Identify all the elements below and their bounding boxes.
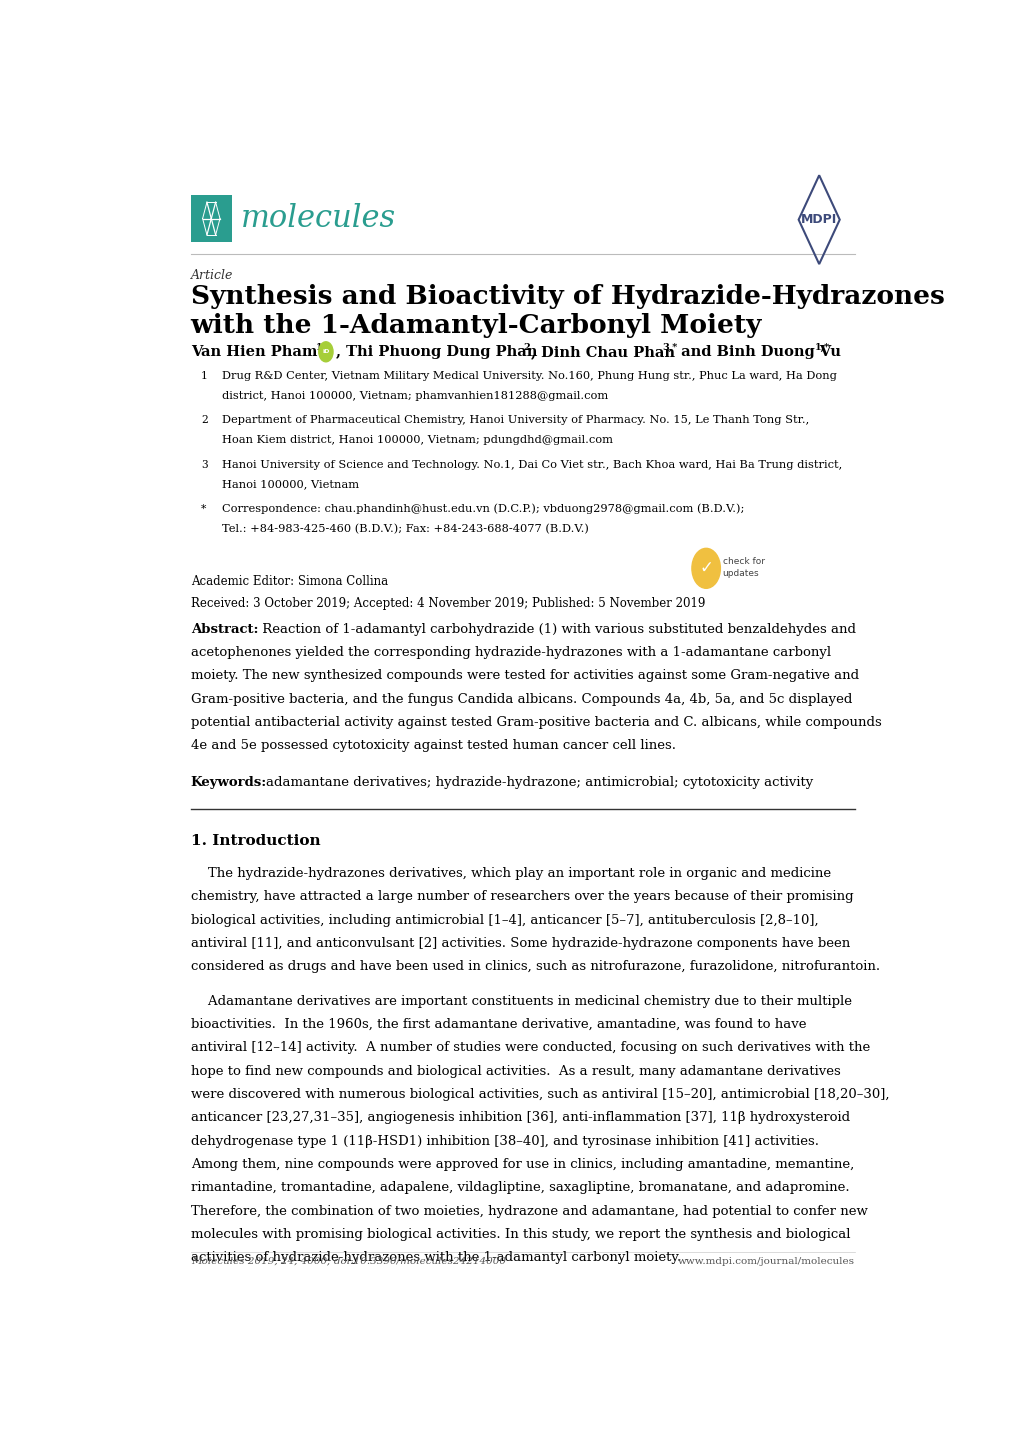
- Text: 3: 3: [201, 460, 208, 470]
- Text: Adamantane derivatives are important constituents in medicinal chemistry due to : Adamantane derivatives are important con…: [191, 995, 851, 1008]
- Text: anticancer [23,27,31–35], angiogenesis inhibition [36], anti-inflammation [37], : anticancer [23,27,31–35], angiogenesis i…: [191, 1112, 849, 1125]
- Text: Academic Editor: Simona Collina: Academic Editor: Simona Collina: [191, 575, 387, 588]
- Text: Received: 3 October 2019; Accepted: 4 November 2019; Published: 5 November 2019: Received: 3 October 2019; Accepted: 4 No…: [191, 597, 704, 610]
- Text: were discovered with numerous biological activities, such as antiviral [15–20], : were discovered with numerous biological…: [191, 1087, 889, 1100]
- Text: Correspondence: chau.phandinh@hust.edu.vn (D.C.P.); vbduong2978@gmail.com (B.D.V: Correspondence: chau.phandinh@hust.edu.v…: [222, 503, 744, 515]
- Text: with the 1-Adamantyl-Carbonyl Moiety: with the 1-Adamantyl-Carbonyl Moiety: [191, 313, 761, 337]
- Text: acetophenones yielded the corresponding hydrazide-hydrazones with a 1-adamantane: acetophenones yielded the corresponding …: [191, 646, 830, 659]
- Text: Hanoi 100000, Vietnam: Hanoi 100000, Vietnam: [222, 480, 359, 489]
- Text: Department of Pharmaceutical Chemistry, Hanoi University of Pharmacy. No. 15, Le: Department of Pharmaceutical Chemistry, …: [222, 415, 809, 425]
- Text: moiety. The new synthesized compounds were tested for activities against some Gr: moiety. The new synthesized compounds we…: [191, 669, 858, 682]
- Text: Tel.: +84-983-425-460 (B.D.V.); Fax: +84-243-688-4077 (B.D.V.): Tel.: +84-983-425-460 (B.D.V.); Fax: +84…: [222, 523, 589, 534]
- Text: 1. Introduction: 1. Introduction: [191, 833, 320, 848]
- Text: considered as drugs and have been used in clinics, such as nitrofurazone, furazo: considered as drugs and have been used i…: [191, 960, 879, 973]
- Text: www.mdpi.com/journal/molecules: www.mdpi.com/journal/molecules: [677, 1257, 854, 1266]
- Text: 2: 2: [201, 415, 208, 425]
- Text: Article: Article: [191, 268, 233, 281]
- Text: molecules: molecules: [242, 203, 396, 234]
- Text: 3,*: 3,*: [661, 343, 677, 352]
- Text: *: *: [201, 503, 206, 513]
- Text: Molecules 2019, 24, 4000; doi:10.3390/molecules24214000: Molecules 2019, 24, 4000; doi:10.3390/mo…: [191, 1257, 505, 1266]
- Text: antiviral [12–14] activity.  A number of studies were conducted, focusing on suc: antiviral [12–14] activity. A number of …: [191, 1041, 869, 1054]
- Text: Gram-positive bacteria, and the fungus Candida albicans. Compounds 4a, 4b, 5a, a: Gram-positive bacteria, and the fungus C…: [191, 692, 851, 705]
- Text: Reaction of 1-adamantyl carbohydrazide (1) with various substituted benzaldehyde: Reaction of 1-adamantyl carbohydrazide (…: [258, 623, 855, 636]
- Text: 2: 2: [523, 343, 530, 352]
- Text: district, Hanoi 100000, Vietnam; phamvanhien181288@gmail.com: district, Hanoi 100000, Vietnam; phamvan…: [222, 391, 608, 401]
- Text: check for: check for: [722, 557, 764, 567]
- Text: MDPI: MDPI: [800, 213, 837, 226]
- Text: rimantadine, tromantadine, adapalene, vildagliptine, saxagliptine, bromanatane, : rimantadine, tromantadine, adapalene, vi…: [191, 1181, 849, 1194]
- Text: Hoan Kiem district, Hanoi 100000, Vietnam; pdungdhd@gmail.com: Hoan Kiem district, Hanoi 100000, Vietna…: [222, 435, 612, 446]
- Circle shape: [691, 548, 719, 588]
- Text: chemistry, have attracted a large number of researchers over the years because o: chemistry, have attracted a large number…: [191, 890, 853, 903]
- Text: Van Hien Pham: Van Hien Pham: [191, 345, 322, 359]
- Text: adamantane derivatives; hydrazide-hydrazone; antimicrobial; cytotoxicity activit: adamantane derivatives; hydrazide-hydraz…: [266, 776, 812, 789]
- Text: hope to find new compounds and biological activities.  As a result, many adamant: hope to find new compounds and biologica…: [191, 1064, 840, 1077]
- FancyBboxPatch shape: [191, 195, 231, 242]
- Text: dehydrogenase type 1 (11β-HSD1) inhibition [38–40], and tyrosinase inhibition [4: dehydrogenase type 1 (11β-HSD1) inhibiti…: [191, 1135, 818, 1148]
- Text: ✓: ✓: [698, 559, 712, 577]
- Text: biological activities, including antimicrobial [1–4], anticancer [5–7], antitube: biological activities, including antimic…: [191, 914, 817, 927]
- Text: Drug R&D Center, Vietnam Military Medical University. No.160, Phung Hung str., P: Drug R&D Center, Vietnam Military Medica…: [222, 371, 837, 381]
- Text: updates: updates: [722, 570, 758, 578]
- Text: The hydrazide-hydrazones derivatives, which play an important role in organic an: The hydrazide-hydrazones derivatives, wh…: [191, 867, 830, 880]
- Text: potential antibacterial activity against tested Gram-positive bacteria and C. al: potential antibacterial activity against…: [191, 717, 880, 730]
- Text: Keywords:: Keywords:: [191, 776, 267, 789]
- Text: Hanoi University of Science and Technology. No.1, Dai Co Viet str., Bach Khoa wa: Hanoi University of Science and Technolo…: [222, 460, 842, 470]
- Circle shape: [319, 342, 333, 362]
- Text: molecules with promising biological activities. In this study, we report the syn: molecules with promising biological acti…: [191, 1229, 850, 1242]
- Text: bioactivities.  In the 1960s, the first adamantane derivative, amantadine, was f: bioactivities. In the 1960s, the first a…: [191, 1018, 805, 1031]
- Text: 1,*: 1,*: [814, 343, 829, 352]
- Text: iD: iD: [322, 349, 329, 355]
- Text: and Binh Duong Vu: and Binh Duong Vu: [676, 345, 846, 359]
- Text: Therefore, the combination of two moieties, hydrazone and adamantane, had potent: Therefore, the combination of two moieti…: [191, 1204, 867, 1217]
- Text: 4e and 5e possessed cytotoxicity against tested human cancer cell lines.: 4e and 5e possessed cytotoxicity against…: [191, 740, 675, 753]
- Text: Synthesis and Bioactivity of Hydrazide-Hydrazones: Synthesis and Bioactivity of Hydrazide-H…: [191, 284, 944, 309]
- Text: Abstract:: Abstract:: [191, 623, 258, 636]
- Text: 1: 1: [201, 371, 208, 381]
- Text: , Dinh Chau Phan: , Dinh Chau Phan: [530, 345, 679, 359]
- Text: activities of hydrazide-hydrazones with the 1-adamantyl carbonyl moiety.: activities of hydrazide-hydrazones with …: [191, 1252, 681, 1265]
- Text: , Thi Phuong Dung Phan: , Thi Phuong Dung Phan: [336, 345, 542, 359]
- Text: 1: 1: [315, 343, 322, 352]
- Text: Among them, nine compounds were approved for use in clinics, including amantadin: Among them, nine compounds were approved…: [191, 1158, 853, 1171]
- Text: antiviral [11], and anticonvulsant [2] activities. Some hydrazide-hydrazone comp: antiviral [11], and anticonvulsant [2] a…: [191, 937, 849, 950]
